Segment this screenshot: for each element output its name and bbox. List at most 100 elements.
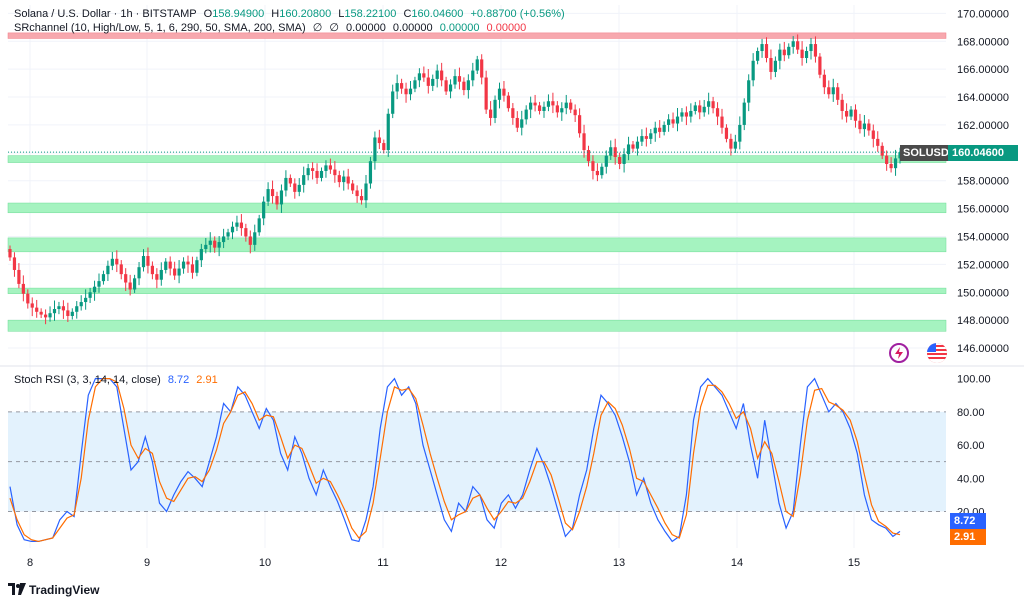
candle-body	[266, 189, 270, 202]
support-zone	[7, 237, 947, 253]
candle-body	[537, 105, 542, 111]
candle-body	[787, 46, 791, 56]
candle-body	[448, 84, 453, 92]
candle-body	[422, 73, 426, 78]
rsi-d-badge: 2.91	[950, 529, 986, 545]
candle-body	[57, 306, 61, 310]
rsi-lines	[9, 377, 901, 543]
candle-body	[684, 112, 688, 117]
candle-body	[346, 176, 350, 184]
price-tick-label: 150.00000	[957, 287, 1009, 299]
lightning-icon[interactable]	[889, 343, 909, 363]
candle-body	[128, 282, 132, 290]
candle-body	[631, 144, 635, 149]
candle-body	[671, 119, 675, 124]
candle-body	[506, 95, 510, 109]
candle-body	[569, 102, 573, 110]
indicator-legend[interactable]: SRchannel (10, High/Low, 5, 1, 6, 290, 5…	[14, 21, 530, 35]
candle-body	[582, 133, 586, 151]
support-zone	[7, 319, 947, 332]
candle-body	[124, 274, 128, 283]
resistance-zone	[7, 32, 947, 39]
candle-body	[618, 157, 622, 164]
candle-body	[573, 109, 577, 116]
candle-body	[773, 60, 777, 72]
candle-body	[426, 77, 430, 86]
candle-body	[658, 127, 662, 132]
time-tick-label: 11	[377, 557, 388, 569]
candle-body	[84, 297, 88, 303]
oscillator-legend[interactable]: Stoch RSI (3, 3, 14, 14, close) 8.72 2.9…	[14, 373, 222, 387]
candle-body	[715, 108, 720, 117]
candle-body	[48, 313, 52, 318]
candle-body	[604, 155, 608, 167]
candle-body	[542, 106, 546, 111]
candle-body	[484, 77, 488, 110]
candle-body	[662, 124, 666, 132]
candle-body	[600, 166, 604, 176]
candle-body	[511, 108, 515, 118]
candle-body	[244, 228, 248, 237]
high-label: H	[271, 8, 280, 20]
candle-body	[858, 120, 862, 130]
candle-body	[778, 49, 782, 61]
candle-body	[297, 184, 301, 192]
candle-body	[520, 119, 524, 128]
candle-body	[457, 76, 462, 82]
candle-body	[88, 292, 92, 298]
candle-body	[408, 88, 413, 95]
price-tick-label: 170.00000	[957, 8, 1009, 20]
candle-body	[342, 176, 346, 183]
rsi-band	[8, 411, 946, 512]
tv-logo-text: TradingView	[29, 583, 100, 597]
candle-body	[756, 51, 760, 61]
candle-body	[106, 265, 110, 275]
candle-body	[92, 286, 97, 293]
support-zone	[7, 287, 947, 294]
candle-body	[546, 101, 551, 107]
candle-body	[493, 99, 497, 118]
oscillator-d: 2.91	[196, 374, 218, 386]
candle-body	[462, 81, 466, 91]
candle-body	[800, 49, 804, 58]
candle-body	[444, 80, 448, 92]
candle-body	[39, 311, 43, 315]
candle-body	[337, 175, 341, 183]
candle-body	[849, 109, 853, 117]
candle-body	[328, 165, 332, 170]
support-zone	[7, 202, 947, 214]
candle-body	[689, 110, 693, 117]
symbol-legend: Solana / U.S. Dollar · 1h · BITSTAMP O15…	[14, 7, 569, 21]
indicator-name: SRchannel (10, High/Low, 5, 1, 6, 290, 5…	[14, 22, 306, 34]
candle-body	[502, 88, 506, 96]
candle-body	[288, 177, 292, 184]
indicator-sym-2: ∅	[329, 22, 339, 34]
candle-body	[391, 91, 395, 114]
tradingview-logo[interactable]: TradingView	[8, 583, 99, 598]
candle-body	[226, 232, 230, 237]
candle-body	[26, 293, 30, 304]
candle-body	[591, 161, 595, 171]
flag-icon[interactable]	[927, 343, 947, 363]
candle-body	[137, 267, 141, 279]
candle-body	[395, 83, 399, 92]
candle-body	[275, 196, 279, 205]
candle-body	[533, 102, 537, 106]
candle-body	[480, 59, 484, 78]
open-value: 158.94900	[212, 8, 265, 20]
candle-body	[115, 258, 119, 265]
candle-body	[693, 105, 697, 111]
price-value-badge: 160.04600	[948, 145, 1018, 161]
candle-body	[177, 268, 181, 276]
candle-body	[21, 283, 25, 294]
flag-glyph	[927, 343, 947, 363]
candle-body	[747, 80, 751, 103]
price-tick-label: 164.00000	[957, 92, 1009, 104]
candle-body	[279, 190, 284, 205]
price-tick-label: 156.00000	[957, 204, 1009, 216]
symbol-title: Solana / U.S. Dollar · 1h · BITSTAMP	[14, 8, 197, 20]
candle-body	[876, 138, 880, 146]
candle-body	[435, 70, 439, 79]
